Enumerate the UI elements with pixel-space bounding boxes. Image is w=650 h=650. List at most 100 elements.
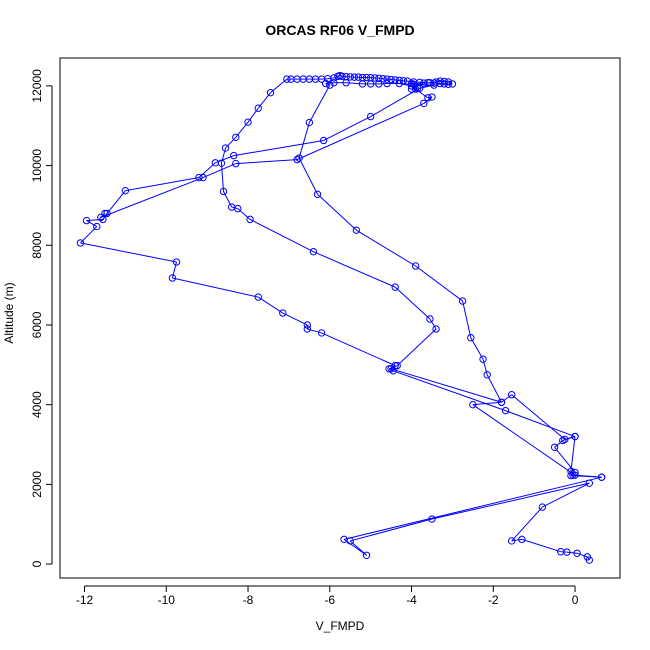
y-tick-label: 6000 [30,311,44,338]
x-tick-label: -6 [324,593,335,607]
data-point [352,226,361,234]
data-point [571,432,579,441]
series-segment [321,332,396,367]
data-point [385,365,393,373]
series-segment [390,368,502,403]
y-tick-label: 8000 [30,232,44,259]
data-point [424,94,432,102]
series-segment [511,538,522,542]
data-point [321,79,330,88]
data-point [362,73,371,82]
series-segment [396,328,437,366]
data-point [217,159,226,167]
series-segment [570,436,576,472]
data-point [279,309,287,317]
plot-frame [59,57,621,579]
data-point [379,75,387,83]
data-point [428,93,436,101]
data-point [354,73,363,81]
series-segment [415,265,463,302]
data-point [232,133,240,141]
data-point [97,213,105,222]
series-segment [296,102,424,161]
data-point [287,75,295,83]
data-point [391,283,399,291]
series-segment [223,191,233,208]
series-segment [225,136,237,149]
data-point [567,471,575,480]
data-point [571,471,579,479]
data-point [232,159,240,168]
series-segment [388,368,394,372]
series-segment [554,440,564,448]
x-tick-label: -10 [158,593,176,607]
series-segment [472,404,576,476]
data-point [254,293,262,301]
x-tick-label: -12 [76,593,94,607]
data-point [391,361,399,370]
data-point [82,216,91,225]
data-point [221,144,230,152]
data-point [358,80,367,88]
series-segment [106,190,126,214]
series-segment [392,370,506,412]
series-segment [202,163,236,179]
series-segment [501,394,512,403]
series-segment [172,277,259,298]
data-point [383,79,391,88]
data-point [246,215,254,224]
series-segment [431,482,590,520]
data-point [317,329,326,337]
series-segment [486,374,502,403]
data-point [561,435,569,444]
series-segment [80,226,98,244]
data-point [219,187,228,196]
data-point [444,80,453,88]
series-segment [356,229,416,267]
series-segment [313,251,396,288]
data-point [76,239,85,247]
data-point [467,334,475,342]
data-point [334,72,342,81]
x-axis-label: V_FMPD [316,619,365,633]
y-axis-label: Altitude (m) [2,282,16,343]
data-point [172,258,181,266]
data-point [366,112,375,121]
data-point [550,443,559,452]
data-point [103,209,111,218]
series-segment [80,242,177,263]
series-v-fmpd [76,71,606,564]
data-point [567,467,575,475]
x-tick-label: -4 [406,593,417,607]
series-segment [470,337,484,360]
y-tick-label: 2000 [30,471,44,498]
data-point [362,551,371,559]
data-point [309,247,318,256]
data-point [295,154,303,162]
series-segment [257,296,284,314]
series-segment [350,518,433,542]
data-point [538,503,547,511]
data-point [469,400,477,409]
data-point [305,118,314,127]
data-point [448,80,457,88]
data-point [426,315,434,323]
data-point [395,79,403,88]
data-point [121,186,130,195]
data-point [411,262,420,270]
y-axis: 0 2000 4000 6000 8000 10000 12000 [30,69,53,567]
series-segment [235,159,298,165]
series-segment [429,318,437,330]
data-point [444,78,453,86]
data-point [557,548,565,556]
data-point [234,204,242,213]
y-tick-label: 0 [30,560,44,567]
data-point [407,79,416,88]
series-segment [399,83,412,87]
series-segment [125,177,200,192]
data-point [319,136,328,145]
data-point [375,74,383,83]
data-point [458,297,467,305]
data-point [283,75,291,83]
